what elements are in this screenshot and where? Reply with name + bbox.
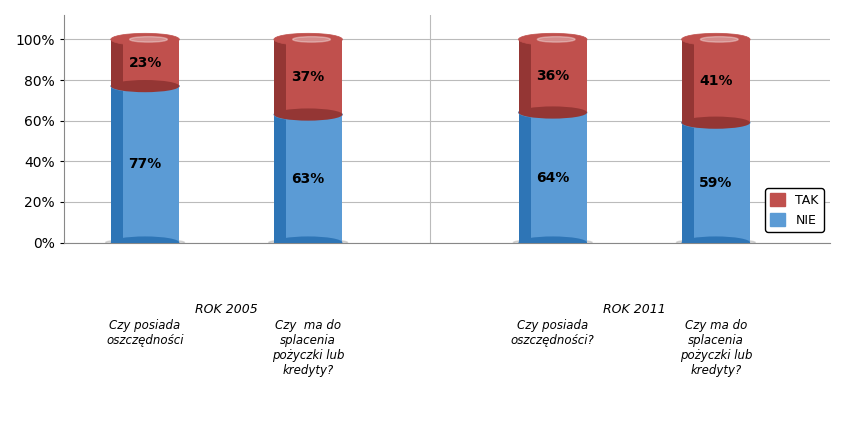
- Ellipse shape: [268, 239, 347, 246]
- Ellipse shape: [106, 239, 184, 246]
- Bar: [530, 39, 587, 112]
- Ellipse shape: [273, 236, 342, 249]
- Ellipse shape: [681, 117, 749, 129]
- Bar: [681, 123, 693, 242]
- Bar: [518, 39, 530, 112]
- Ellipse shape: [129, 83, 167, 89]
- Bar: [123, 86, 179, 242]
- Text: 37%: 37%: [291, 70, 324, 84]
- Ellipse shape: [111, 80, 179, 92]
- Bar: [518, 112, 530, 242]
- Ellipse shape: [681, 117, 749, 129]
- Ellipse shape: [518, 106, 587, 118]
- Ellipse shape: [111, 33, 179, 46]
- Ellipse shape: [273, 109, 342, 121]
- Text: 41%: 41%: [698, 74, 732, 88]
- Bar: [286, 115, 342, 242]
- Text: 36%: 36%: [535, 69, 569, 83]
- Bar: [273, 115, 286, 242]
- Ellipse shape: [518, 33, 587, 46]
- Ellipse shape: [700, 37, 737, 42]
- Bar: [530, 112, 587, 242]
- Bar: [111, 86, 123, 242]
- Bar: [693, 123, 749, 242]
- Bar: [111, 39, 123, 86]
- Ellipse shape: [518, 236, 587, 249]
- Ellipse shape: [129, 37, 167, 42]
- Bar: [123, 39, 179, 86]
- Ellipse shape: [537, 110, 575, 115]
- Ellipse shape: [518, 106, 587, 118]
- Bar: [273, 39, 286, 115]
- Legend: TAK, NIE: TAK, NIE: [765, 188, 823, 232]
- Text: 64%: 64%: [535, 170, 569, 184]
- Bar: [286, 39, 342, 115]
- Ellipse shape: [681, 236, 749, 249]
- Ellipse shape: [273, 109, 342, 121]
- Text: 59%: 59%: [698, 176, 732, 190]
- Ellipse shape: [676, 239, 755, 246]
- Ellipse shape: [292, 37, 330, 42]
- Ellipse shape: [537, 37, 575, 42]
- Ellipse shape: [513, 239, 592, 246]
- Bar: [693, 39, 749, 123]
- Ellipse shape: [292, 112, 330, 117]
- Text: ROK 2005: ROK 2005: [195, 303, 257, 317]
- Ellipse shape: [111, 80, 179, 92]
- Ellipse shape: [700, 120, 737, 125]
- Ellipse shape: [681, 33, 749, 46]
- Text: 23%: 23%: [128, 56, 161, 70]
- Text: 63%: 63%: [291, 172, 324, 186]
- Text: 77%: 77%: [128, 157, 161, 171]
- Bar: [681, 39, 693, 123]
- Ellipse shape: [273, 33, 342, 46]
- Ellipse shape: [111, 236, 179, 249]
- Text: ROK 2011: ROK 2011: [603, 303, 665, 317]
